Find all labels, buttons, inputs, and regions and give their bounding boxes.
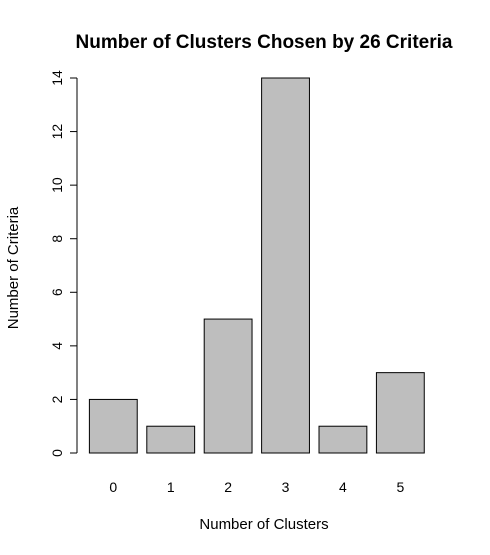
y-tick-label-0: 0 [49, 449, 65, 457]
x-tick-label-3: 3 [282, 479, 290, 495]
bar-0 [88, 398, 138, 454]
chart-title: Number of Clusters Chosen by 26 Criteria [76, 32, 453, 53]
y-tick-label-3: 6 [49, 288, 65, 296]
bar-4 [318, 425, 368, 454]
y-tick-label-7: 14 [49, 70, 65, 86]
bar-1 [146, 425, 196, 454]
bar-2 [203, 318, 253, 454]
bar-5 [375, 372, 425, 454]
x-axis-label: Number of Clusters [199, 516, 328, 533]
bar-3 [261, 77, 310, 454]
bars [88, 77, 425, 454]
y-axis: 0 2 4 6 8 10 12 14 [49, 70, 78, 457]
x-tick-label-2: 2 [224, 479, 232, 495]
y-tick-label-5: 10 [49, 177, 65, 193]
y-tick-label-1: 2 [49, 395, 65, 403]
x-tick-label-4: 4 [339, 479, 347, 495]
y-tick-label-2: 4 [49, 342, 65, 350]
x-tick-label-0: 0 [109, 479, 117, 495]
x-tick-label-5: 5 [396, 479, 404, 495]
x-tick-labels: 0 1 2 3 4 5 [109, 479, 404, 495]
x-tick-label-1: 1 [167, 479, 175, 495]
y-tick-label-6: 12 [49, 124, 65, 140]
y-axis-label: Number of Criteria [5, 206, 22, 329]
y-tick-label-4: 8 [49, 235, 65, 243]
